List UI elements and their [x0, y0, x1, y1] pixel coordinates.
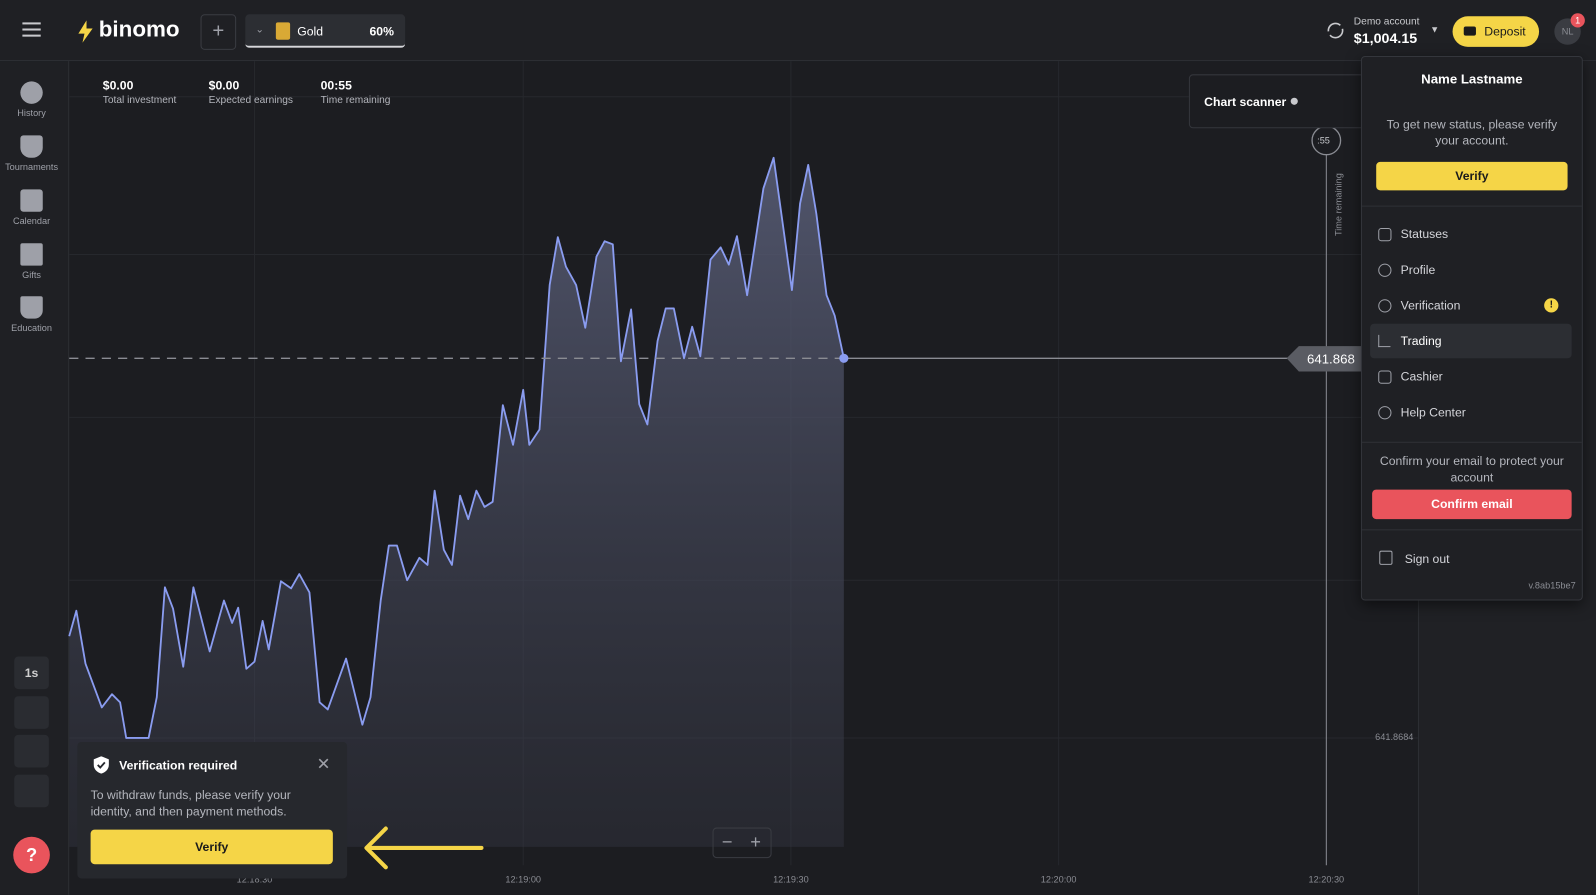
time-tick: 12:19:30 [773, 874, 809, 885]
sidebar-label: History [17, 107, 46, 119]
time-tick: 12:20:30 [1308, 874, 1345, 885]
sidebar-label: Gifts [22, 269, 41, 280]
current-point [839, 353, 849, 363]
chart-type-button[interactable] [14, 696, 49, 729]
education-icon [20, 296, 43, 319]
divider [1361, 441, 1582, 443]
status-text: To get new status, please verify your ac… [1386, 117, 1558, 148]
sidebar-label: Tournaments [5, 161, 59, 173]
stat-value: 00:55 [320, 78, 352, 93]
close-button[interactable]: ✕ [316, 756, 331, 774]
stat-value: $0.00 [102, 78, 134, 93]
menu-label: Statuses [1400, 226, 1449, 242]
indicators-button[interactable] [14, 734, 49, 768]
sidebar-item[interactable]: History [0, 81, 63, 118]
tournaments-icon [20, 135, 43, 158]
stat-label: Expected earnings [208, 94, 293, 106]
profile-menu: Name Lastname To get new status, please … [1360, 55, 1583, 601]
menu-item[interactable]: Verification! [1370, 288, 1572, 323]
scanner-dot [1290, 97, 1298, 105]
time-tick: 12:18:30 [236, 874, 273, 885]
user-name: Name Lastname [1421, 71, 1523, 87]
menu-item[interactable]: Trading [1370, 323, 1572, 359]
time-tick: 12:19:00 [505, 874, 542, 885]
email-text: Confirm your email to protect your accou… [1379, 453, 1564, 485]
verification-toast: Verification required ✕ To withdraw fund… [77, 742, 348, 879]
switch-account-icon[interactable] [1325, 20, 1345, 40]
time-remaining-label: Time remaining [1333, 173, 1344, 236]
account-dropdown[interactable]: ▼ [1430, 24, 1440, 35]
price-tag [1286, 346, 1364, 372]
zoom-in[interactable]: + [750, 831, 761, 852]
stat-label: Time remaining [320, 94, 391, 106]
menu-label: Cashier [1400, 369, 1443, 384]
zoom-out[interactable]: − [721, 831, 733, 852]
chevron: ⌄ [255, 24, 265, 36]
menu-item[interactable]: Profile [1370, 252, 1572, 287]
account-type[interactable]: Demo account [1353, 16, 1420, 28]
gold-icon [275, 22, 291, 40]
sidebar-item[interactable]: Tournaments [0, 135, 63, 172]
stat: 00:55 Time remaining [321, 78, 391, 105]
sidebar-item[interactable]: Calendar [0, 189, 63, 226]
version: v.8ab15be7 [1528, 580, 1576, 591]
chart-scanner-label: Chart scanner [1204, 94, 1287, 109]
stat-label: Total investment [102, 94, 177, 106]
stat: $0.00 Total investment [103, 78, 177, 105]
drawing-button[interactable] [14, 774, 49, 808]
deposit-button[interactable]: Deposit [1452, 16, 1540, 47]
timer: :55 [1317, 135, 1330, 146]
price-line [68, 156, 845, 739]
time-tick: 12:20:00 [1040, 874, 1077, 885]
notification-badge: 1 [1570, 13, 1585, 28]
divider [1361, 205, 1582, 207]
sign-out[interactable]: Sign out [1404, 551, 1450, 566]
toast-title: Verification required [119, 758, 238, 773]
menu-label: Verification [1400, 298, 1461, 313]
sign-out-icon [1379, 550, 1393, 565]
toast-text: To withdraw funds, please verify your id… [90, 787, 291, 819]
sidebar-item[interactable]: Gifts [0, 243, 63, 280]
add-asset-button[interactable]: + [200, 14, 237, 50]
help-button[interactable]: ? [13, 836, 50, 874]
chart-scanner[interactable]: Chart scanner [1188, 74, 1375, 129]
shield-icon [93, 756, 109, 774]
stat: $0.00 Expected earnings [209, 78, 293, 105]
deposit-label: Deposit [1484, 24, 1526, 39]
warning-icon: ! [1544, 298, 1559, 313]
asset-selector[interactable]: ⌄ Gold 60% [245, 14, 406, 48]
timeframe-button[interactable]: 1s [14, 656, 49, 690]
sidebar-label: Calendar [12, 215, 51, 226]
calendar-icon [20, 189, 43, 212]
balance[interactable]: $1,004.15 [1353, 29, 1418, 46]
toast-verify-button[interactable]: Verify [90, 829, 333, 865]
sidebar-item[interactable]: Education [0, 296, 63, 333]
verify-button[interactable]: Verify [1376, 161, 1568, 191]
sidebar-label: Education [11, 322, 52, 333]
menu-label: Profile [1400, 262, 1436, 277]
menu-label: Help Center [1400, 405, 1466, 420]
price-area [69, 157, 844, 847]
price-tick: 641.8684 [1375, 731, 1414, 743]
current-price: 641.868 [1306, 351, 1355, 367]
stat-value: $0.00 [208, 78, 240, 93]
arrow-annotation [364, 826, 484, 870]
menu-item[interactable]: Cashier [1370, 359, 1572, 394]
menu-label: Trading [1400, 333, 1442, 349]
logo[interactable]: binomo [98, 16, 180, 42]
menu-item[interactable]: Statuses [1370, 217, 1572, 252]
menu-item[interactable]: Help Center [1370, 395, 1572, 430]
confirm-email-button[interactable]: Confirm email [1372, 489, 1572, 520]
menu-button[interactable] [22, 22, 41, 37]
zoom-controls: − + [712, 827, 772, 859]
history-icon [20, 81, 43, 104]
gifts-icon [20, 243, 43, 266]
asset-name: Gold [297, 24, 324, 39]
divider [1361, 529, 1582, 531]
payout: 60% [369, 24, 394, 39]
logo-icon [78, 20, 93, 43]
